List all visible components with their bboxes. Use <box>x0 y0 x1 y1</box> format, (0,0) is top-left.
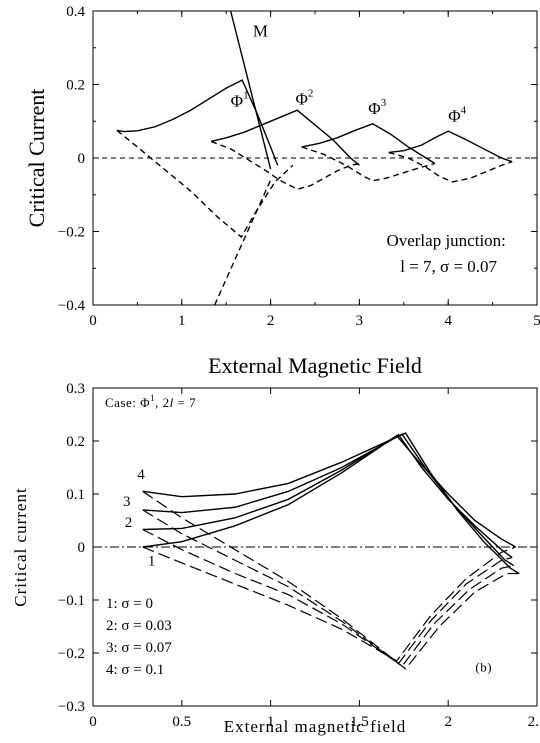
x-tick-label: 2.5 <box>528 714 540 730</box>
y-tick-label: 0.2 <box>66 434 85 450</box>
y-tick-label: 0.1 <box>66 487 85 503</box>
y-axis-title: Critical current <box>11 487 30 606</box>
x-tick-label: 1 <box>267 714 275 730</box>
series-solid-line <box>301 123 436 165</box>
series-label-sup: 3 <box>381 97 387 109</box>
curve-number-label: 2 <box>125 515 133 531</box>
case-label-phi: Φ <box>140 395 150 410</box>
series-solid-line <box>229 11 272 170</box>
x-tick-label: 0.5 <box>172 714 191 730</box>
x-tick-label: 4 <box>444 313 452 329</box>
x-axis-title: External magnetic field <box>224 717 407 736</box>
case-label-text: Case: <box>105 395 140 410</box>
case-label-text: , 2 <box>155 395 170 410</box>
x-tick-label: 0 <box>89 313 97 329</box>
series-label: Φ2 <box>295 88 313 109</box>
y-axis-title: Critical Current <box>24 89 49 228</box>
series-dashed-line <box>301 146 436 182</box>
series-dashed-line <box>142 509 515 668</box>
annotation-line: l = 7, σ = 0.07 <box>400 257 497 276</box>
x-tick-label: 3 <box>356 313 364 329</box>
y-tick-label: −0.1 <box>58 593 85 609</box>
series-solid-line <box>388 130 513 163</box>
series-label-base: Φ <box>295 90 307 109</box>
panel-b: 0 0.5 1 1.5 2 2.5 0.3 0.2 0.1 0 −0.1 −0.2 −0.3 Extern… <box>11 381 540 736</box>
y-tick-label: 0.4 <box>66 4 85 20</box>
series-dashed-line <box>214 179 272 305</box>
case-label-text: = 7 <box>174 395 196 410</box>
case-label-sup: 1 <box>150 393 155 403</box>
series-dashed-line <box>142 490 520 670</box>
series-solid-line <box>142 433 515 567</box>
panel-label: (b) <box>475 660 492 675</box>
x-tick-label: 1.5 <box>350 714 369 730</box>
y-tick-label: −0.3 <box>58 699 85 715</box>
y-tick-label: 0 <box>78 540 86 556</box>
curve-number-label: 3 <box>123 494 131 510</box>
x-tick-label: 0 <box>89 714 97 730</box>
series-label: Φ3 <box>368 97 386 118</box>
curve-number-label: 1 <box>148 554 156 570</box>
y-tick-label: 0.2 <box>66 78 85 94</box>
series-solid-line <box>210 109 360 166</box>
series-dashed-line <box>210 140 360 190</box>
y-tick-label: 0 <box>78 151 86 167</box>
legend-entry: 4: σ = 0.1 <box>106 662 164 678</box>
series-solid-line <box>142 432 520 575</box>
curve-number-label: 4 <box>137 467 145 483</box>
series-solid-line <box>142 434 517 548</box>
series-label-sup: 2 <box>308 88 314 100</box>
series-dashed-line <box>142 528 513 665</box>
series-label: M <box>253 22 268 41</box>
series-label-base: Φ <box>368 99 380 118</box>
series-label-base: Φ <box>448 106 460 125</box>
x-tick-label: 2 <box>267 313 275 329</box>
x-tick-label: 2 <box>444 714 452 730</box>
y-tick-label: −0.2 <box>58 646 85 662</box>
legend-entry: 3: σ = 0.07 <box>106 640 172 656</box>
x-tick-label: 5 <box>533 313 540 329</box>
series-solid-line <box>116 79 279 166</box>
x-tick-label: 1 <box>178 313 186 329</box>
series-dashed-line <box>142 546 516 662</box>
y-tick-label: −0.2 <box>58 225 85 241</box>
legend-entry: 2: σ = 0.03 <box>106 618 172 634</box>
case-label-italic: l <box>170 395 174 410</box>
y-tick-label: 0.3 <box>66 381 85 397</box>
series-label: Φ4 <box>448 104 466 125</box>
series-group <box>116 11 513 305</box>
series-solid-line <box>142 433 513 559</box>
x-axis-title: External Magnetic Field <box>208 353 422 378</box>
case-label: Case: Φ1, 2l = 7 <box>105 393 196 410</box>
panel-a: 0 1 2 3 4 5 0.4 0.2 0 −0.2 −0.4 External Magnetic F… <box>24 4 540 378</box>
series-dashed-line <box>388 151 513 183</box>
annotation-line: Overlap junction: <box>386 231 505 250</box>
series-dashed-line <box>116 129 294 239</box>
series-label-sup: 1 <box>243 90 249 102</box>
series-label-base: Φ <box>231 92 243 111</box>
series-label: Φ1 <box>231 90 249 111</box>
y-tick-label: −0.4 <box>58 298 86 314</box>
series-label-sup: 4 <box>461 104 467 116</box>
legend-entry: 1: σ = 0 <box>106 596 153 612</box>
